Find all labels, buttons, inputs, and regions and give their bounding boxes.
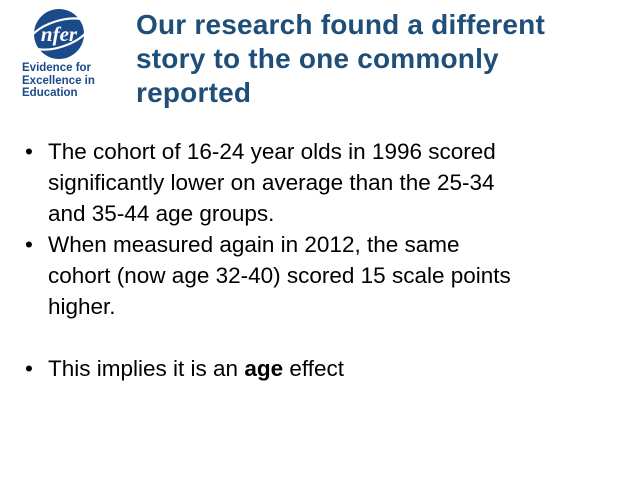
logo-tagline-line: Excellence in [22, 74, 95, 87]
bullet-text: effect [283, 356, 344, 381]
bullet-line: and 35-44 age groups. [48, 201, 275, 226]
slide-title-line: story to the one commonly [136, 43, 499, 74]
bullet-dot: • [25, 232, 33, 257]
bullet-line: cohort (now age 32-40) scored 15 scale p… [48, 263, 511, 288]
bullet-list: • The cohort of 16-24 year olds in 1996 … [22, 136, 622, 384]
bullet-item: • The cohort of 16-24 year olds in 1996 … [22, 136, 622, 229]
bullet-line: The cohort of 16-24 year olds in 1996 sc… [48, 139, 496, 164]
bullet-item: • When measured again in 2012, the same … [22, 229, 622, 322]
bullet-dot: • [25, 139, 33, 164]
bullet-emphasis: age [244, 356, 284, 381]
bullet-line: higher. [48, 294, 116, 319]
logo-wordmark: nfer [41, 22, 78, 46]
logo-tagline-line: Evidence for [22, 62, 92, 74]
bullet-text: This implies it is an [48, 356, 245, 381]
slide-title-line: Our research found a different [136, 9, 545, 40]
slide-title-line: reported [136, 77, 252, 108]
bullet-line: significantly lower on average than the … [48, 170, 495, 195]
logo-tagline-line: Education [22, 87, 78, 99]
bullet-line: When measured again in 2012, the same [48, 232, 460, 257]
slide-title: Our research found a different story to … [136, 8, 616, 110]
bullet-dot: • [25, 356, 33, 381]
nfer-logo-mark: nfer [28, 9, 90, 59]
logo-tagline: Evidence for Excellence in Education [22, 62, 122, 100]
bullet-item: • This implies it is an age effect [22, 353, 622, 384]
nfer-logo: nfer Evidence for Excellence in Educatio… [22, 8, 122, 100]
